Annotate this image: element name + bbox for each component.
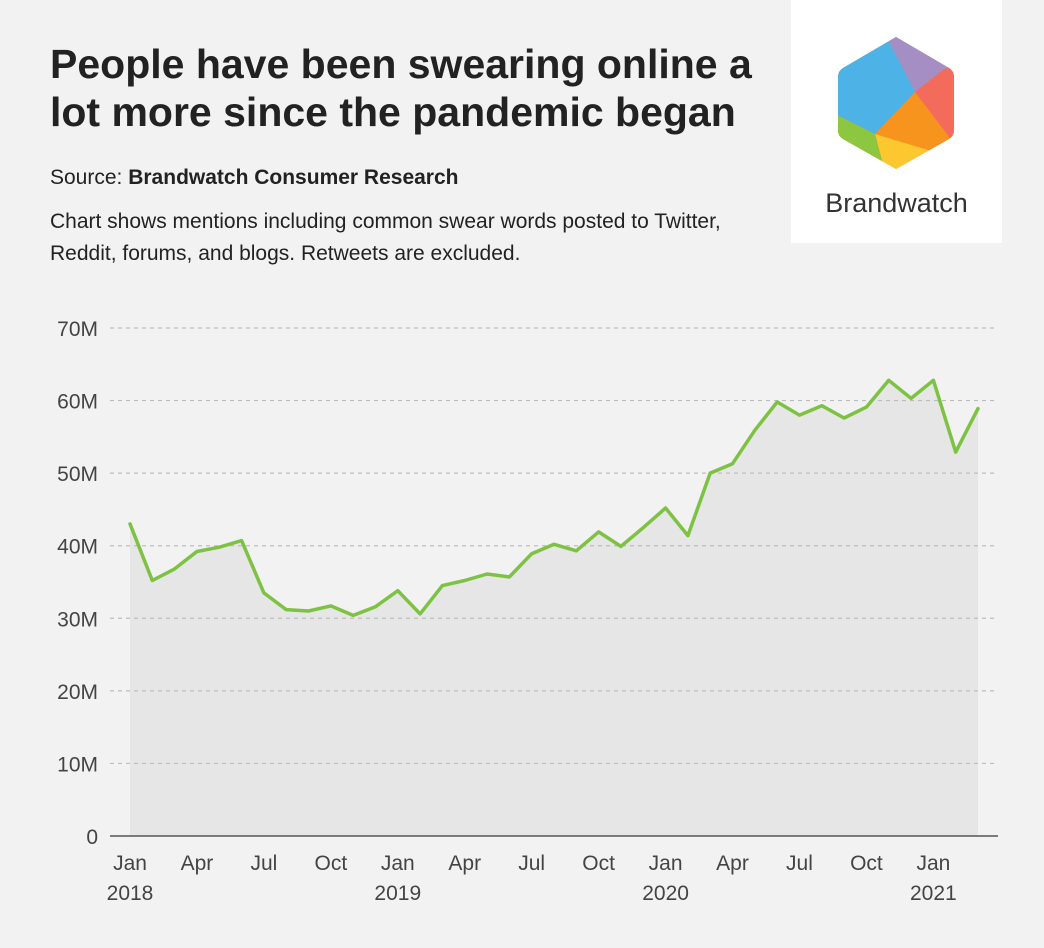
x-tick-label: Jan	[381, 852, 415, 875]
area-fill	[130, 380, 978, 836]
line-chart: 0 10M 20M 30M 40M 50M 60M 70M Jan 2018 Apr Jul Oct Ja…	[57, 318, 998, 905]
data-point	[128, 522, 132, 526]
source-line: Source: Brandwatch Consumer Research	[50, 166, 459, 190]
x-tick-year-label: 2019	[374, 882, 421, 905]
brand-logo: Brandwatch	[791, 0, 1002, 243]
data-point	[418, 612, 422, 616]
y-tick-label: 10M	[57, 753, 98, 776]
y-tick-label: 0	[86, 826, 98, 849]
x-tick-label: Jul	[786, 852, 813, 875]
x-tick-label: Apr	[448, 852, 481, 875]
data-point	[574, 549, 578, 553]
x-tick-year-label: 2020	[642, 882, 689, 905]
data-point	[507, 575, 511, 579]
data-point	[329, 604, 333, 608]
data-point	[842, 416, 846, 420]
x-tick-year-label: 2021	[910, 882, 957, 905]
x-tick-label: Apr	[181, 852, 214, 875]
data-point	[641, 526, 645, 530]
chart-description: Chart shows mentions including common sw…	[50, 210, 721, 265]
source-prefix: Source:	[50, 166, 129, 189]
data-point	[217, 545, 221, 549]
data-point	[463, 579, 467, 582]
data-point	[775, 400, 779, 404]
x-tick-label: Jul	[518, 852, 545, 875]
x-tick-label: Oct	[315, 852, 348, 875]
data-point	[240, 539, 244, 543]
y-tick-label: 30M	[57, 608, 98, 631]
data-point	[485, 572, 489, 576]
data-point	[708, 471, 712, 475]
data-point	[931, 378, 935, 382]
data-point	[753, 428, 757, 432]
data-point	[150, 579, 154, 582]
x-tick-label: Jan	[113, 852, 147, 875]
data-point	[864, 405, 868, 409]
data-point	[307, 609, 310, 613]
data-point	[686, 534, 690, 538]
data-point	[173, 567, 177, 571]
data-point	[887, 378, 891, 382]
data-point	[440, 584, 444, 588]
x-tick-year-label: 2018	[107, 882, 154, 905]
source-name: Brandwatch Consumer Research	[128, 166, 459, 189]
data-point	[619, 544, 623, 548]
data-point	[262, 591, 266, 595]
data-point	[664, 506, 668, 510]
data-point	[351, 613, 355, 617]
y-tick-label: 60M	[57, 391, 98, 414]
x-tick-label: Jul	[250, 852, 277, 875]
y-tick-label: 70M	[57, 318, 98, 341]
x-tick-label: Jan	[649, 852, 683, 875]
data-point	[396, 589, 400, 593]
data-point	[909, 396, 913, 400]
y-tick-label: 50M	[57, 463, 98, 486]
data-point	[597, 530, 601, 534]
chart-title: People have been swearing online a lot m…	[50, 41, 752, 135]
data-point	[976, 407, 980, 411]
data-point	[195, 550, 199, 553]
brandwatch-hexagon-icon	[838, 37, 954, 169]
data-point	[820, 404, 824, 408]
data-point	[374, 605, 377, 609]
data-point	[284, 608, 288, 612]
brand-logo-text: Brandwatch	[825, 188, 968, 218]
data-point	[798, 413, 801, 417]
x-tick-label: Apr	[716, 852, 749, 875]
data-point	[731, 462, 734, 466]
data-point	[954, 450, 958, 454]
x-tick-label: Oct	[582, 852, 615, 875]
y-tick-label: 20M	[57, 681, 98, 704]
y-tick-label: 40M	[57, 536, 98, 559]
data-point	[530, 552, 534, 556]
x-tick-label: Jan	[916, 852, 950, 875]
data-point	[552, 542, 556, 546]
x-tick-label: Oct	[850, 852, 883, 875]
